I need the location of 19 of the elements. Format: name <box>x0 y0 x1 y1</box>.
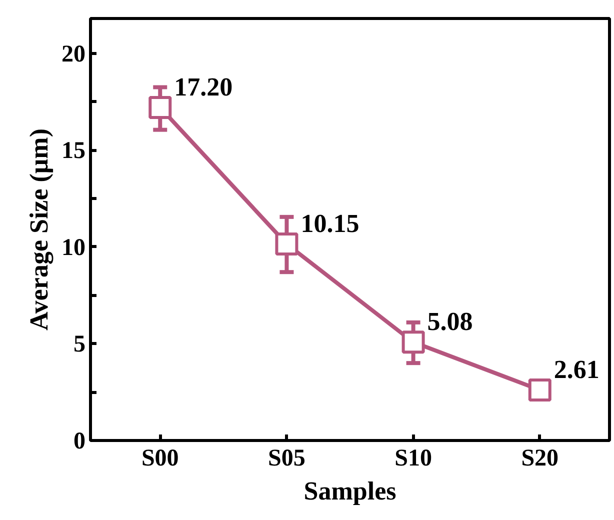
y-axis-title: Average Size (μm) <box>24 128 54 330</box>
y-tick-label: 20 <box>62 41 86 68</box>
x-tick-label: S00 <box>141 446 179 472</box>
x-tick-label: S05 <box>268 446 306 472</box>
data-label: 17.20 <box>174 72 233 102</box>
point <box>148 96 172 120</box>
data-label: 5.08 <box>427 307 473 336</box>
y-tick-label: 15 <box>62 138 86 164</box>
data-label: 2.61 <box>554 354 600 384</box>
x-tick-label: S20 <box>521 446 559 472</box>
x-axis-title: Samples <box>304 476 396 506</box>
y-tick-label: 5 <box>74 332 86 358</box>
data-label: 10.15 <box>300 209 360 238</box>
y-tick-label: 0 <box>74 428 86 454</box>
y-tick-label: 10 <box>62 234 86 261</box>
point <box>402 330 425 354</box>
x-tick-label: S10 <box>394 446 432 472</box>
point <box>275 232 298 256</box>
point <box>528 378 552 402</box>
